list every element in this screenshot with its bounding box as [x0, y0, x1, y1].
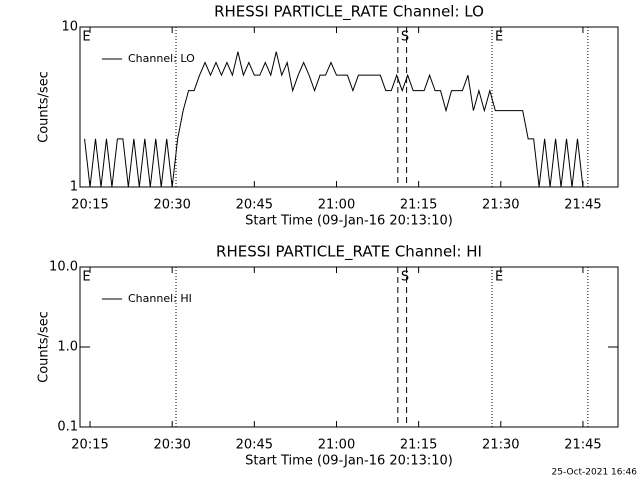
event-label: E: [82, 30, 90, 45]
x-tick-label: 20:30: [153, 198, 190, 213]
timestamp: 25-Oct-2021 16:46: [552, 468, 638, 478]
y-tick-label: 10: [61, 20, 78, 35]
y-tick-label: 1: [70, 180, 78, 195]
x-tick-label: 21:45: [564, 198, 601, 213]
event-label: E: [82, 270, 90, 285]
x-tick-label: 20:15: [71, 198, 108, 213]
chart-title: RHESSI PARTICLE_RATE Channel: LO: [214, 3, 484, 22]
legend-label: Channel: HI: [128, 292, 192, 305]
plot-frame: [79, 266, 619, 428]
y-axis-label: Counts/sec: [37, 71, 52, 143]
data-line: [84, 51, 584, 188]
y-tick-label: 0.1: [57, 420, 78, 435]
x-axis-label: Start Time (09-Jan-16 20:13:10): [245, 454, 453, 469]
event-label: S: [401, 30, 409, 45]
x-tick-label: 21:00: [318, 198, 355, 213]
legend-label: Channel: LO: [128, 52, 195, 65]
x-tick-label: 21:30: [482, 438, 519, 453]
x-tick-label: 21:45: [564, 438, 601, 453]
x-tick-label: 21:15: [400, 198, 437, 213]
y-tick-label: 10.0: [49, 260, 78, 275]
y-axis-label: Counts/sec: [37, 311, 52, 383]
x-tick-label: 21:30: [482, 198, 519, 213]
x-tick-label: 20:30: [153, 438, 190, 453]
event-label: E: [495, 270, 503, 285]
plot-frame: [79, 26, 619, 188]
y-tick-label: 1.0: [57, 340, 78, 355]
x-tick-label: 20:15: [71, 438, 108, 453]
chart-title: RHESSI PARTICLE_RATE Channel: HI: [216, 243, 482, 262]
x-tick-label: 21:15: [400, 438, 437, 453]
x-tick-label: 21:00: [318, 438, 355, 453]
x-tick-label: 20:45: [236, 198, 273, 213]
x-tick-label: 20:45: [236, 438, 273, 453]
event-label: S: [401, 270, 409, 285]
event-label: E: [495, 30, 503, 45]
x-axis-label: Start Time (09-Jan-16 20:13:10): [245, 214, 453, 229]
